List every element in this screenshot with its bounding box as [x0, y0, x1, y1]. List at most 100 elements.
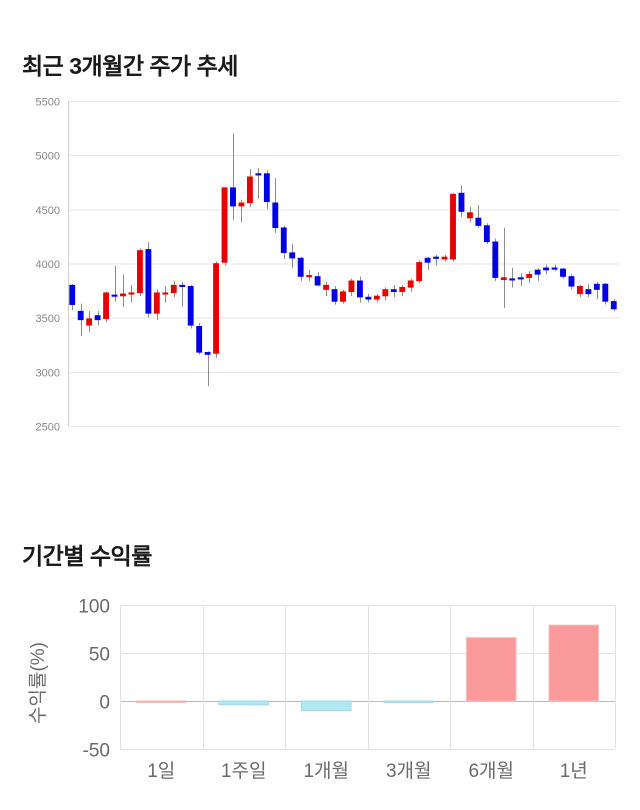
candle	[306, 270, 313, 281]
candle-body	[340, 291, 346, 302]
candlestick-chart-svg: 2500 3000 3500 4000 4500 5000 5500 20180529 2018…	[36, 97, 622, 441]
candle	[272, 177, 279, 234]
candle-body	[373, 295, 380, 300]
candle	[137, 248, 143, 296]
candle-body	[221, 187, 228, 263]
candle-y-tick-label: 5000	[36, 151, 60, 163]
candle	[526, 271, 533, 283]
candle	[356, 276, 363, 303]
candle-chart-title: 최근 3개월간 주가 추세	[22, 53, 238, 80]
candle	[568, 274, 575, 290]
candle	[179, 281, 186, 307]
candle-body	[399, 287, 406, 292]
candle	[69, 284, 76, 311]
bar-rect	[466, 637, 517, 702]
candle	[297, 257, 304, 281]
candle	[450, 193, 456, 262]
candle-body	[568, 276, 575, 287]
bar-y-tick-label: 0	[99, 693, 110, 714]
candle	[441, 254, 448, 262]
candle	[103, 291, 110, 322]
candle	[280, 225, 287, 260]
candle-body	[213, 263, 219, 354]
bar-rect	[218, 700, 269, 706]
candle	[204, 351, 211, 386]
candle-body	[187, 285, 194, 326]
candle	[534, 267, 541, 281]
candle-y-tick-label: 2500	[36, 422, 60, 434]
candle-body	[103, 292, 110, 320]
candle	[500, 227, 507, 308]
candle-body	[560, 268, 566, 277]
candle	[543, 264, 550, 275]
bar-category-label: 6개월	[468, 760, 514, 782]
bar-rect	[301, 700, 352, 712]
candle-body	[204, 352, 211, 355]
candle-body	[179, 284, 186, 287]
candle-body	[94, 315, 101, 321]
candle-y-tick-label: 4000	[36, 259, 60, 271]
candle	[128, 285, 135, 303]
candle	[120, 274, 126, 307]
candle	[213, 261, 219, 358]
candle-body	[111, 294, 118, 297]
candle-body	[441, 256, 448, 260]
candle-body	[137, 250, 143, 294]
candle	[314, 272, 321, 287]
candle-body	[263, 173, 270, 203]
candle-body	[517, 277, 524, 280]
candle	[610, 299, 617, 312]
candle-body	[120, 293, 126, 297]
candlestick-chart: 2500 3000 3500 4000 4500 5000 5500 20180529 2018…	[0, 90, 640, 441]
candle-body	[69, 284, 76, 305]
bar-category-label: 1주일	[221, 760, 267, 782]
returns-chart-title: 기간별 수익률	[22, 543, 152, 570]
candle	[551, 264, 558, 272]
candle-body	[272, 202, 279, 229]
candle	[111, 265, 118, 302]
candle	[238, 199, 245, 223]
bar-y-tick-label: 50	[89, 645, 110, 666]
period-returns-bar-chart: -50 0 50 100 1일 1주일 1개월 3개월 6개월 1년 수익률(%)	[0, 580, 640, 810]
candle-body	[407, 280, 414, 288]
candle	[153, 289, 160, 320]
candle-y-tick-label: 3500	[36, 313, 60, 325]
candle	[458, 185, 465, 217]
candle-body	[424, 257, 431, 263]
candle-body	[128, 292, 135, 295]
candle-body	[238, 202, 245, 207]
candle-body	[86, 318, 93, 326]
candle	[475, 205, 482, 228]
candle-body	[593, 283, 600, 290]
candle-y-tick-label: 5500	[36, 97, 60, 109]
candle-y-tick-label: 3000	[36, 367, 60, 379]
candle-body	[297, 257, 304, 277]
candle-body	[534, 269, 541, 275]
candle-body	[145, 249, 152, 314]
candle-body	[450, 193, 456, 260]
candle	[560, 267, 566, 279]
candle	[585, 284, 592, 298]
bar-y-tick-label: -50	[83, 741, 110, 762]
candle-body	[170, 284, 177, 294]
candle	[593, 281, 600, 300]
candle	[517, 273, 524, 287]
candle-y-tick-label: 4500	[36, 205, 60, 217]
candle	[77, 303, 84, 337]
candle	[433, 254, 440, 266]
candle-body	[348, 280, 355, 292]
candle	[365, 293, 372, 303]
bar-rect	[383, 700, 434, 703]
candle-x-tick-label: 20180529	[70, 437, 137, 440]
candle	[466, 207, 473, 223]
candle	[94, 311, 101, 326]
candle	[170, 280, 177, 298]
bar-category-label: 1개월	[303, 760, 349, 782]
bar-category-label: 1년	[560, 760, 588, 782]
candle	[348, 278, 355, 296]
candle-body	[331, 289, 338, 302]
candle	[162, 286, 169, 303]
candle-body	[382, 289, 389, 297]
bar-category-label: 1일	[147, 760, 175, 782]
candle	[247, 169, 253, 208]
